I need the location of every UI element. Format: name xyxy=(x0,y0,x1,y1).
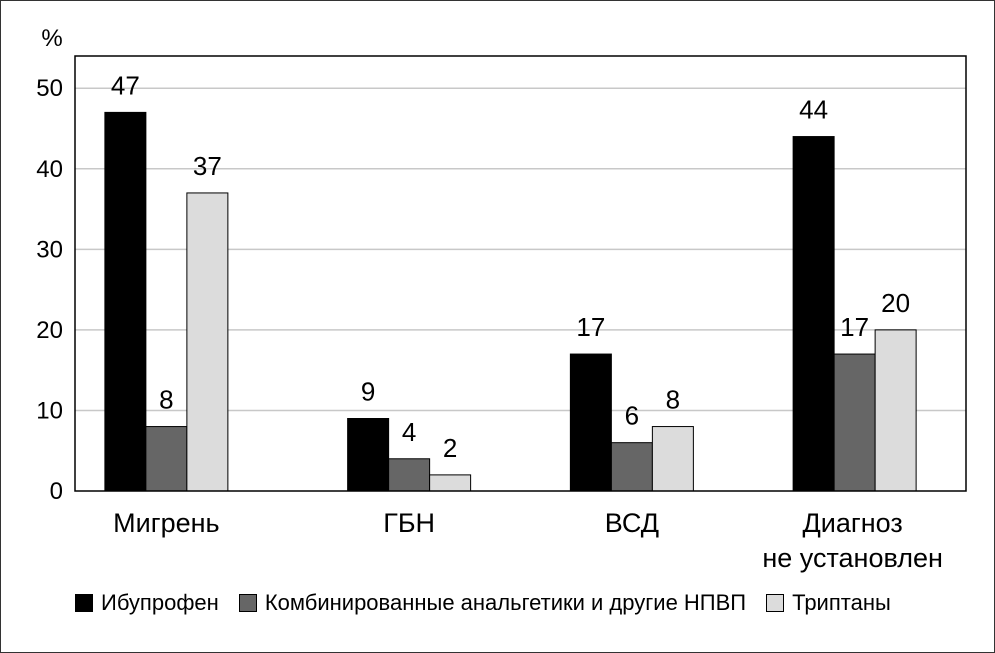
x-tick-label: не установлен xyxy=(762,543,943,573)
data-label: 8 xyxy=(666,385,680,415)
legend: Ибупрофен Комбинированные анальгетики и … xyxy=(75,590,911,616)
legend-item-combined: Комбинированные анальгетики и другие НПВ… xyxy=(238,590,747,616)
bar xyxy=(874,329,917,492)
legend-label-triptans: Триптаны xyxy=(792,590,891,615)
y-tick-label: 0 xyxy=(50,478,63,505)
data-label: 9 xyxy=(361,377,375,407)
legend-swatch-ibuprofen xyxy=(75,594,93,612)
data-label: 4 xyxy=(402,417,416,447)
y-tick-label: 30 xyxy=(36,236,63,263)
y-unit-label: % xyxy=(41,25,62,52)
y-tick-label: 10 xyxy=(36,397,63,424)
data-label: 6 xyxy=(625,401,639,431)
data-label: 37 xyxy=(193,151,222,181)
y-tick-label: 50 xyxy=(36,75,63,102)
legend-label-combined: Комбинированные анальгетики и другие НПВ… xyxy=(264,590,747,615)
data-label: 8 xyxy=(159,385,173,415)
data-label: 47 xyxy=(111,70,140,100)
legend-label-ibuprofen: Ибупрофен xyxy=(101,590,219,615)
data-label: 17 xyxy=(840,312,869,342)
bar xyxy=(388,458,431,492)
plot-border xyxy=(74,55,967,492)
x-tick-label: Мигрень xyxy=(113,508,219,538)
data-label: 17 xyxy=(576,312,605,342)
bar-chart: 01020304050%47837Мигрень942ГБН1768ВСД441… xyxy=(36,25,967,573)
bar xyxy=(429,474,472,492)
bar xyxy=(186,192,229,492)
bar xyxy=(145,426,188,492)
data-label: 2 xyxy=(443,433,457,463)
x-tick-label: ВСД xyxy=(605,508,659,538)
bar xyxy=(833,353,876,492)
bar xyxy=(610,442,653,492)
legend-item-triptans: Триптаны xyxy=(766,590,891,616)
bar xyxy=(569,353,612,492)
x-tick-label: ГБН xyxy=(383,508,435,538)
data-label: 44 xyxy=(799,95,828,125)
y-tick-label: 20 xyxy=(36,317,63,344)
legend-swatch-combined xyxy=(238,594,257,612)
bar xyxy=(792,136,835,492)
legend-item-ibuprofen: Ибупрофен xyxy=(75,590,219,616)
bar xyxy=(347,418,390,492)
bar xyxy=(104,111,147,492)
bar xyxy=(651,426,694,492)
data-label: 20 xyxy=(881,288,910,318)
legend-swatch-triptans xyxy=(766,594,785,612)
x-tick-label: Диагноз xyxy=(803,508,903,538)
y-tick-label: 40 xyxy=(36,156,63,183)
